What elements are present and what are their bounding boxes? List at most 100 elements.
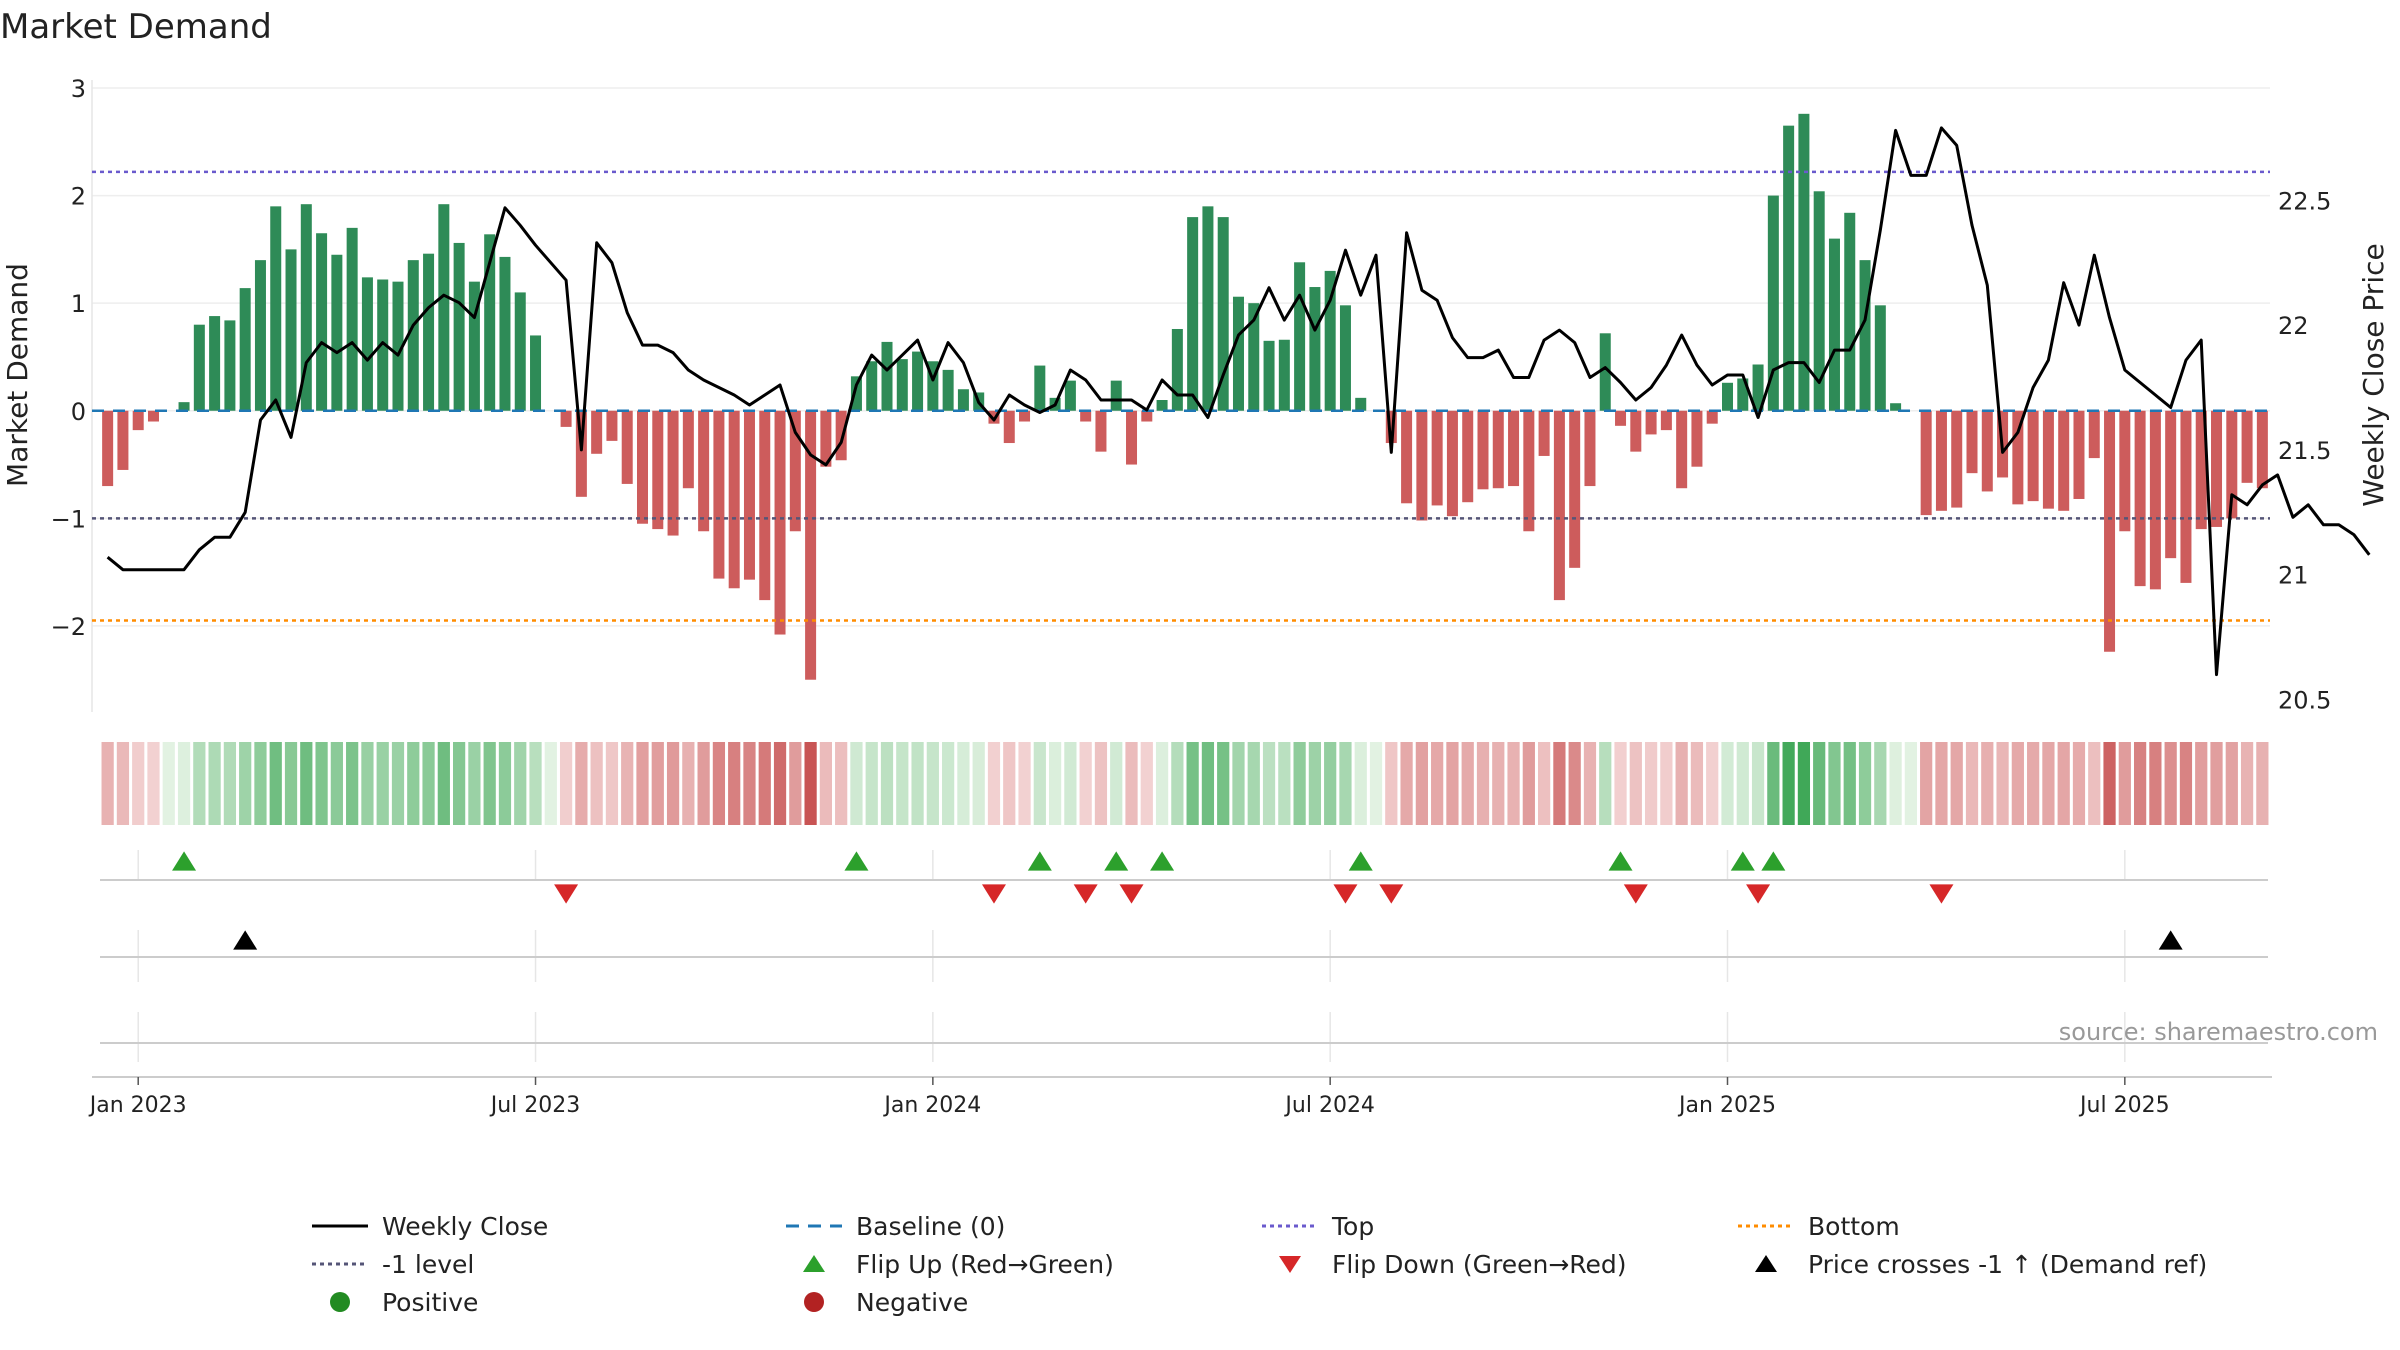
demand-bar: [239, 288, 251, 411]
heat-cell: [1675, 742, 1688, 825]
heat-cell: [559, 742, 573, 825]
heat-cell: [1064, 742, 1077, 825]
flip-down-marker: [1119, 884, 1144, 904]
heat-cell: [1415, 742, 1428, 825]
heat-cell: [1965, 742, 1979, 825]
demand-bar: [912, 351, 924, 411]
demand-bar: [377, 279, 389, 411]
heat-cell: [1201, 742, 1215, 825]
demand-bar: [774, 410, 786, 635]
demand-bars: [102, 113, 2268, 680]
flip-down-marker: [1929, 884, 1954, 904]
event-rows: [92, 850, 2272, 1078]
demand-bar: [1126, 410, 1138, 465]
heat-cell: [391, 742, 405, 825]
demand-bar: [2256, 410, 2268, 489]
demand-bar: [866, 361, 878, 411]
heat-cell: [926, 742, 939, 825]
heat-cell: [132, 742, 145, 825]
demand-bar: [1477, 410, 1489, 490]
demand-bar: [1156, 400, 1168, 411]
heat-cell: [850, 742, 863, 825]
heat-cell: [269, 742, 282, 825]
heat-cell: [1094, 742, 1108, 825]
heat-cell: [1996, 742, 2009, 825]
demand-bar: [2027, 410, 2039, 502]
heat-cell: [1217, 742, 1230, 825]
heat-cell: [2027, 742, 2040, 825]
demand-bar: [147, 410, 159, 422]
heat-cell: [1599, 742, 1612, 825]
demand-bar: [1171, 328, 1183, 411]
heat-cell: [1293, 742, 1306, 825]
heat-cell: [1247, 742, 1260, 825]
y-tick-label-right: 20.5: [2278, 687, 2331, 715]
heat-cell: [1446, 742, 1459, 825]
heat-cell: [712, 742, 726, 825]
heat-cell: [254, 742, 267, 825]
demand-bar: [652, 410, 664, 530]
flip-up-marker: [1027, 851, 1052, 871]
legend-swatch: [803, 1255, 825, 1272]
heat-cell: [2210, 742, 2223, 825]
heat-cell: [1751, 742, 1765, 825]
flip-down-marker: [1333, 884, 1358, 904]
demand-bar: [1660, 410, 1672, 431]
demand-bar: [468, 281, 480, 411]
demand-bar: [575, 410, 587, 497]
heat-cell: [1385, 742, 1398, 825]
price-cross-marker: [2158, 930, 2183, 950]
heat-cell: [1813, 742, 1826, 825]
y-axis-label-right: Weekly Close Price: [2357, 243, 2390, 506]
demand-bar: [530, 335, 542, 411]
heat-cell: [376, 742, 389, 825]
heat-cell: [1369, 742, 1383, 825]
demand-bar: [713, 410, 725, 579]
legend-swatch: [804, 1292, 824, 1312]
heat-cell: [101, 742, 114, 825]
legend-swatch: [1279, 1256, 1301, 1273]
demand-bar: [2211, 410, 2223, 527]
legend-label: Price crosses -1 ↑ (Demand ref): [1808, 1250, 2207, 1279]
y-tick-label-left: 0: [71, 398, 86, 426]
heat-cell: [621, 742, 634, 825]
demand-bar: [1721, 382, 1734, 411]
legend: Weekly Close Baseline (0) Top Bottom -1 leve…: [312, 1212, 2207, 1317]
y-tick-label-right: 22: [2278, 312, 2309, 340]
heat-cell: [1981, 742, 1994, 825]
heat-cell: [300, 742, 313, 825]
heat-cell: [162, 742, 175, 825]
heat-cell: [2103, 742, 2116, 825]
heat-cell: [1324, 742, 1337, 825]
demand-bar: [698, 410, 710, 532]
heat-cell: [1644, 742, 1658, 825]
legend-label: Baseline (0): [856, 1212, 1005, 1241]
demand-bar: [254, 260, 266, 411]
demand-bar: [1966, 410, 1978, 474]
reference-levels: [92, 170, 2270, 622]
demand-bar: [743, 410, 755, 580]
heat-cell: [223, 742, 237, 825]
demand-bar: [636, 410, 649, 524]
heat-cell: [865, 742, 878, 825]
y-tick-label-right: 21.5: [2278, 437, 2331, 465]
heat-cell: [651, 742, 664, 825]
heat-cell: [147, 742, 160, 825]
demand-bar: [1003, 410, 1015, 444]
demand-bar: [1355, 397, 1367, 411]
demand-bar: [1064, 380, 1076, 411]
heat-cell: [1461, 742, 1474, 825]
demand-bar: [2073, 410, 2085, 499]
heat-cell: [1308, 742, 1322, 825]
demand-bar: [1248, 303, 1260, 411]
heat-cell: [2225, 742, 2238, 825]
legend-label: Negative: [856, 1288, 968, 1317]
demand-bar: [1339, 305, 1351, 411]
demand-bar: [2226, 410, 2238, 519]
demand-bar: [407, 260, 419, 411]
heat-cell: [1736, 742, 1749, 825]
demand-bar: [1446, 410, 1458, 517]
demand-bar: [1553, 410, 1565, 601]
legend-swatch: [1755, 1255, 1777, 1272]
